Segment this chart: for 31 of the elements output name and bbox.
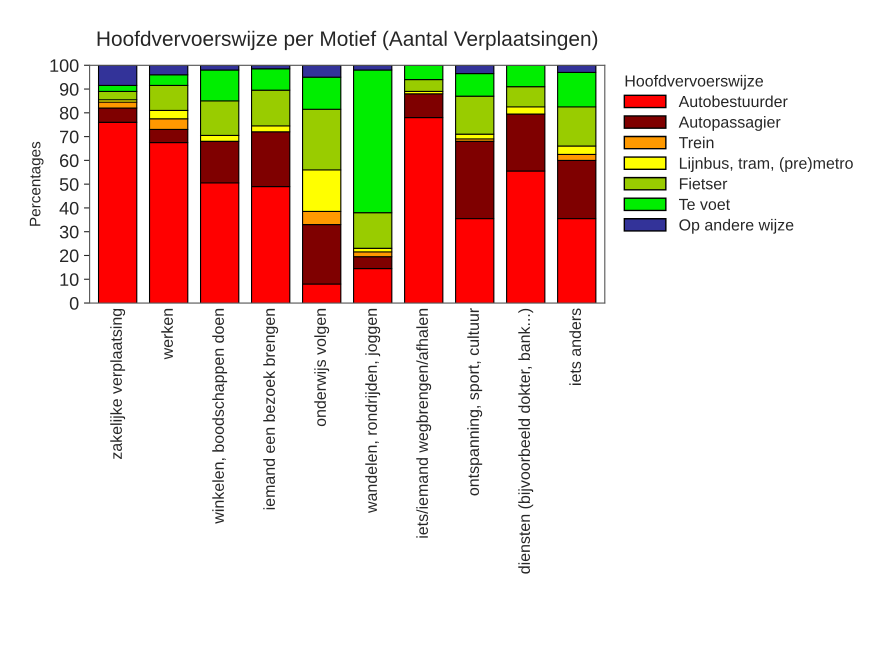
legend-label: Lijnbus, tram, (pre)metro (680, 157, 853, 172)
chart-title: Hoofdvervoerswijze per Motief (Aantal Verplaatsingen) (98, 30, 598, 50)
y-tick-label: 90 (60, 82, 78, 96)
y-tick-label: 50 (60, 178, 78, 191)
y-tick-label: 30 (60, 226, 78, 238)
y-tick-label: 70 (60, 130, 78, 144)
y-tick-label: 0 (70, 296, 78, 310)
x-tick-label: iets/iemand wegbrengen/afhalen (416, 308, 432, 538)
x-tick-label: iets anders (569, 308, 582, 385)
legend-label: Autobestuurder (678, 95, 788, 108)
y-axis-title: Percentages (30, 142, 44, 226)
legend-label: Autopassagier (678, 116, 780, 131)
y-tick-label: 40 (60, 202, 78, 215)
x-tick-label: iemand een bezoek brengen (263, 308, 278, 510)
legend-label: Fietser (680, 178, 728, 190)
y-tick-label: 80 (60, 106, 78, 120)
y-tick-label: 60 (60, 154, 78, 168)
x-tick-label: wandelen, rondrijden, joggen (365, 308, 380, 514)
legend-label: Trein (678, 136, 714, 148)
x-tick-label: ontspanning, sport, cultuur (467, 308, 482, 496)
x-tick-label: winkelen, boodschappen doen (212, 308, 228, 524)
x-tick-label: diensten (bijvoorbeeld dokter, bank...) (518, 308, 534, 574)
legend-title: Hoofdvervoerswijze (626, 74, 763, 90)
x-tick-label: onderwijs volgen (314, 308, 330, 426)
y-tick-label: 100 (50, 59, 78, 72)
legend-label: Op andere wijze (679, 218, 794, 234)
y-tick-label: 20 (60, 249, 78, 262)
y-tick-label: 10 (60, 273, 78, 286)
x-tick-label: werken (161, 308, 173, 360)
x-tick-label: zakelijke verplaatsing (110, 308, 126, 460)
legend-label: Te voet (678, 198, 730, 210)
